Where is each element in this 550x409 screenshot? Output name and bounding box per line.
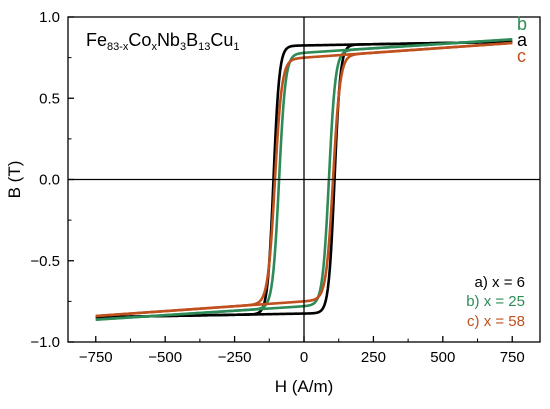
legend-entry-a: a) x = 6 <box>475 274 525 291</box>
x-axis-label: H (A/m) <box>275 377 334 396</box>
series-tag-b: b <box>517 14 527 34</box>
title-segment: Fe <box>86 30 107 50</box>
x-tick-label: −250 <box>218 349 252 366</box>
x-tick-label: 250 <box>361 349 386 366</box>
legend-entry-b: b) x = 25 <box>466 293 525 310</box>
x-tick-label: 750 <box>500 349 525 366</box>
x-tick-label: −750 <box>79 349 113 366</box>
title-segment: Co <box>128 30 151 50</box>
y-tick-label: −1.0 <box>30 334 60 351</box>
title-subscript: x <box>151 41 157 53</box>
title-subscript: 13 <box>198 41 210 53</box>
y-tick-label: 0.0 <box>39 172 60 189</box>
title-subscript: 3 <box>180 41 186 53</box>
title-segment: Nb <box>157 30 180 50</box>
title-segment: Cu <box>210 30 233 50</box>
title-subscript: 83-x <box>107 41 129 53</box>
series-tag-c: c <box>517 46 526 66</box>
y-tick-label: −0.5 <box>30 253 60 270</box>
series-tag-a: a <box>517 30 528 50</box>
labels-layer: abc −750 −500 −250 0 250 500 750 −1.0 −0.5 0.0 0.5 1… <box>5 9 528 396</box>
axes-layer <box>67 16 541 343</box>
chart-title: Fe83-xCoxNb3B13Cu1 <box>86 30 239 53</box>
y-tick-label: 1.0 <box>39 9 60 26</box>
x-tick-label: 0 <box>300 349 308 366</box>
title-segment: B <box>186 30 198 50</box>
title-subscript: 1 <box>233 41 239 53</box>
y-axis-label: B (T) <box>5 161 24 199</box>
y-tick-label: 0.5 <box>39 90 60 107</box>
x-tick-label: 500 <box>430 349 455 366</box>
x-tick-label: −500 <box>148 349 182 366</box>
legend-entry-c: c) x = 58 <box>467 313 525 330</box>
